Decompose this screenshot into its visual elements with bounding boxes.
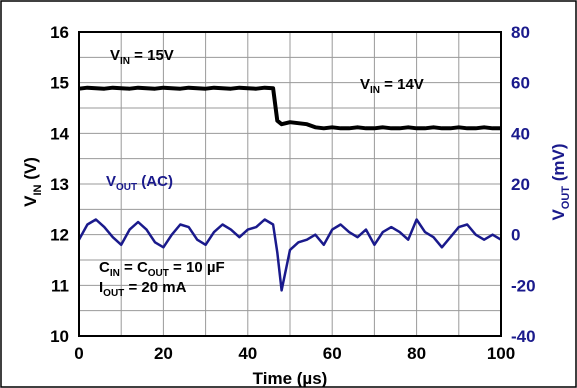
annotation-capacitance: CIN = COUT = 10 µF (99, 259, 225, 279)
right-axis-label-main: V (549, 209, 568, 221)
right-axis-label-tail: (mV) (549, 143, 568, 186)
annotation-vout-ac: VOUT (AC) (106, 173, 173, 193)
left-axis-label-sub: IN (32, 184, 44, 195)
annotation-capacitance-tail: = 10 µF (169, 259, 225, 276)
annotation-vout-ac-tail: (AC) (137, 173, 173, 190)
series-vout-ac (77, 218, 502, 292)
annotation-vout-ac-sub: OUT (116, 182, 137, 193)
left-tick-label: 10 (50, 327, 69, 346)
annotation-vin-low-tail: = 14V (380, 76, 424, 93)
annotation-vout-ac-main: V (106, 173, 116, 190)
grid-lines (79, 32, 501, 336)
bottom-tick-label: 100 (487, 344, 515, 363)
annotation-vin-high: VIN = 15V (110, 47, 174, 67)
left-tick-label: 13 (50, 175, 69, 194)
x-axis-label: Time (µs) (253, 369, 328, 388)
series-line-vout (77, 218, 502, 292)
left-tick-label: 16 (50, 23, 69, 42)
right-tick-label: 0 (511, 226, 520, 245)
annotation-load-current: IOUT = 20 mA (99, 279, 187, 299)
bottom-axis-ticks: 0 20 40 60 80 100 (74, 344, 515, 363)
annotation-iout-main: I (99, 279, 103, 296)
bottom-tick-label: 60 (323, 344, 342, 363)
bottom-tick-label: 20 (154, 344, 173, 363)
right-tick-label: -20 (511, 276, 536, 295)
left-tick-label: 15 (50, 74, 69, 93)
right-tick-label: 20 (511, 175, 530, 194)
annotation-vin-low-sub: IN (370, 85, 380, 96)
left-axis-label-main: V (21, 195, 40, 207)
left-axis-label: VIN (V) (21, 157, 44, 207)
right-axis-ticks: -40 -20 0 20 40 60 80 (511, 23, 536, 346)
right-axis-label-sub: OUT (560, 186, 572, 210)
annotation-vin-low: VIN = 14V (360, 76, 424, 96)
right-axis-label: VOUT (mV) (549, 143, 572, 220)
right-tick-label: -40 (511, 327, 536, 346)
annotation-iout-sub: OUT (103, 288, 124, 299)
left-axis-ticks: 10 11 12 13 14 15 16 (50, 23, 69, 346)
annotation-cin-sub: IN (110, 268, 120, 279)
annotation-cout-main: = C (120, 259, 148, 276)
annotation-vin-high-tail: = 15V (130, 47, 174, 64)
annotation-vin-high-main: V (110, 47, 120, 64)
annotation-vin-high-sub: IN (120, 56, 130, 67)
series-vin (78, 85, 501, 131)
left-tick-label: 11 (51, 276, 69, 295)
right-tick-label: 80 (511, 23, 530, 42)
bottom-tick-label: 0 (74, 344, 83, 363)
bottom-tick-label: 80 (407, 344, 426, 363)
plot-area-border (78, 31, 502, 337)
right-tick-label: 60 (511, 74, 530, 93)
bottom-tick-label: 40 (238, 344, 257, 363)
annotation-cout-sub: OUT (148, 268, 169, 279)
left-tick-label: 14 (50, 124, 69, 143)
annotation-iout-tail: = 20 mA (124, 279, 186, 296)
series-line-vin (78, 85, 501, 131)
annotation-vin-low-main: V (360, 76, 370, 93)
right-tick-label: 40 (511, 124, 530, 143)
annotation-cin-main: C (99, 259, 110, 276)
left-tick-label: 12 (50, 226, 69, 245)
left-axis-label-tail: (V) (21, 157, 40, 184)
